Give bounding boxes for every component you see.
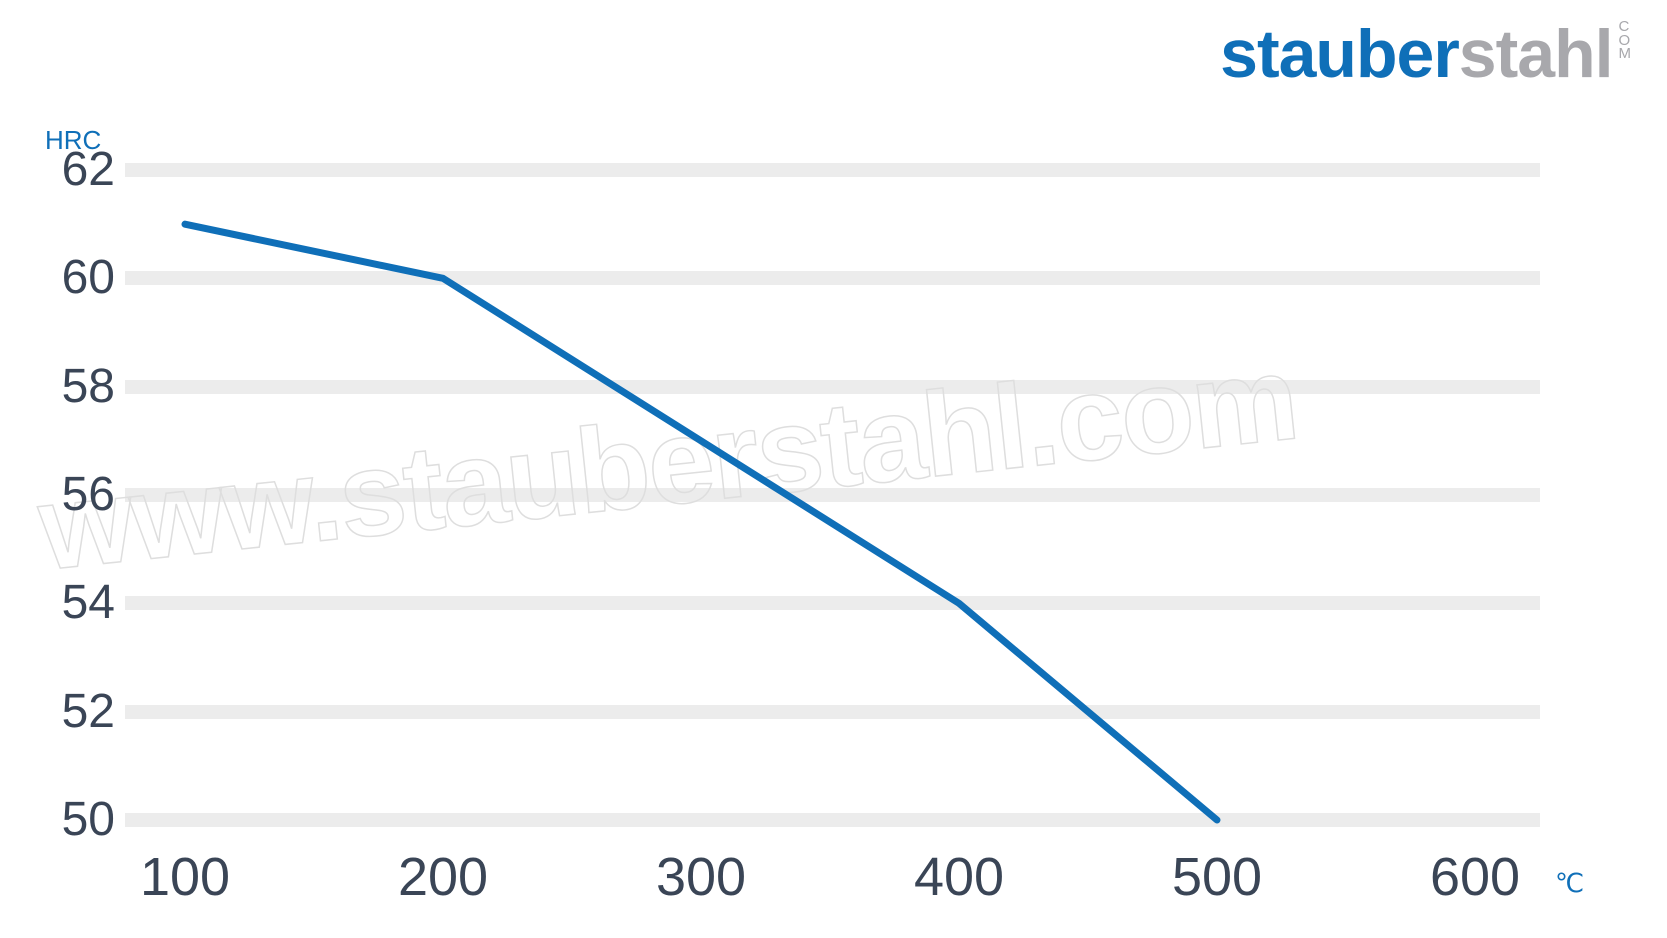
x-tick-label: 400 — [914, 850, 1004, 904]
series-line — [185, 224, 1217, 820]
x-tick-label: 600 — [1430, 850, 1520, 904]
logo-com-suffix: C O M — [1619, 20, 1633, 61]
y-tick-label: 52 — [45, 688, 115, 736]
logo-com-m: M — [1619, 47, 1633, 61]
logo-part-gray: stahl — [1459, 16, 1613, 92]
y-tick-label: 58 — [45, 363, 115, 411]
x-axis-title: ℃ — [1555, 868, 1584, 899]
x-tick-label: 500 — [1172, 850, 1262, 904]
y-tick-label: 62 — [45, 146, 115, 194]
x-tick-label: 300 — [656, 850, 746, 904]
x-tick-label: 100 — [140, 850, 230, 904]
y-tick-label: 54 — [45, 579, 115, 627]
y-tick-label: 60 — [45, 254, 115, 302]
y-tick-label: 50 — [45, 796, 115, 844]
brand-logo: stauberstahl C O M — [1220, 20, 1632, 88]
y-tick-label: 56 — [45, 471, 115, 519]
chart-plot-area: www.stauberstahl.com — [125, 170, 1622, 820]
logo-part-blue: stauber — [1220, 16, 1459, 92]
page-root: stauberstahl C O M HRC www.stauberstahl.… — [0, 0, 1667, 938]
chart-line-layer — [125, 170, 1622, 820]
x-tick-label: 200 — [398, 850, 488, 904]
